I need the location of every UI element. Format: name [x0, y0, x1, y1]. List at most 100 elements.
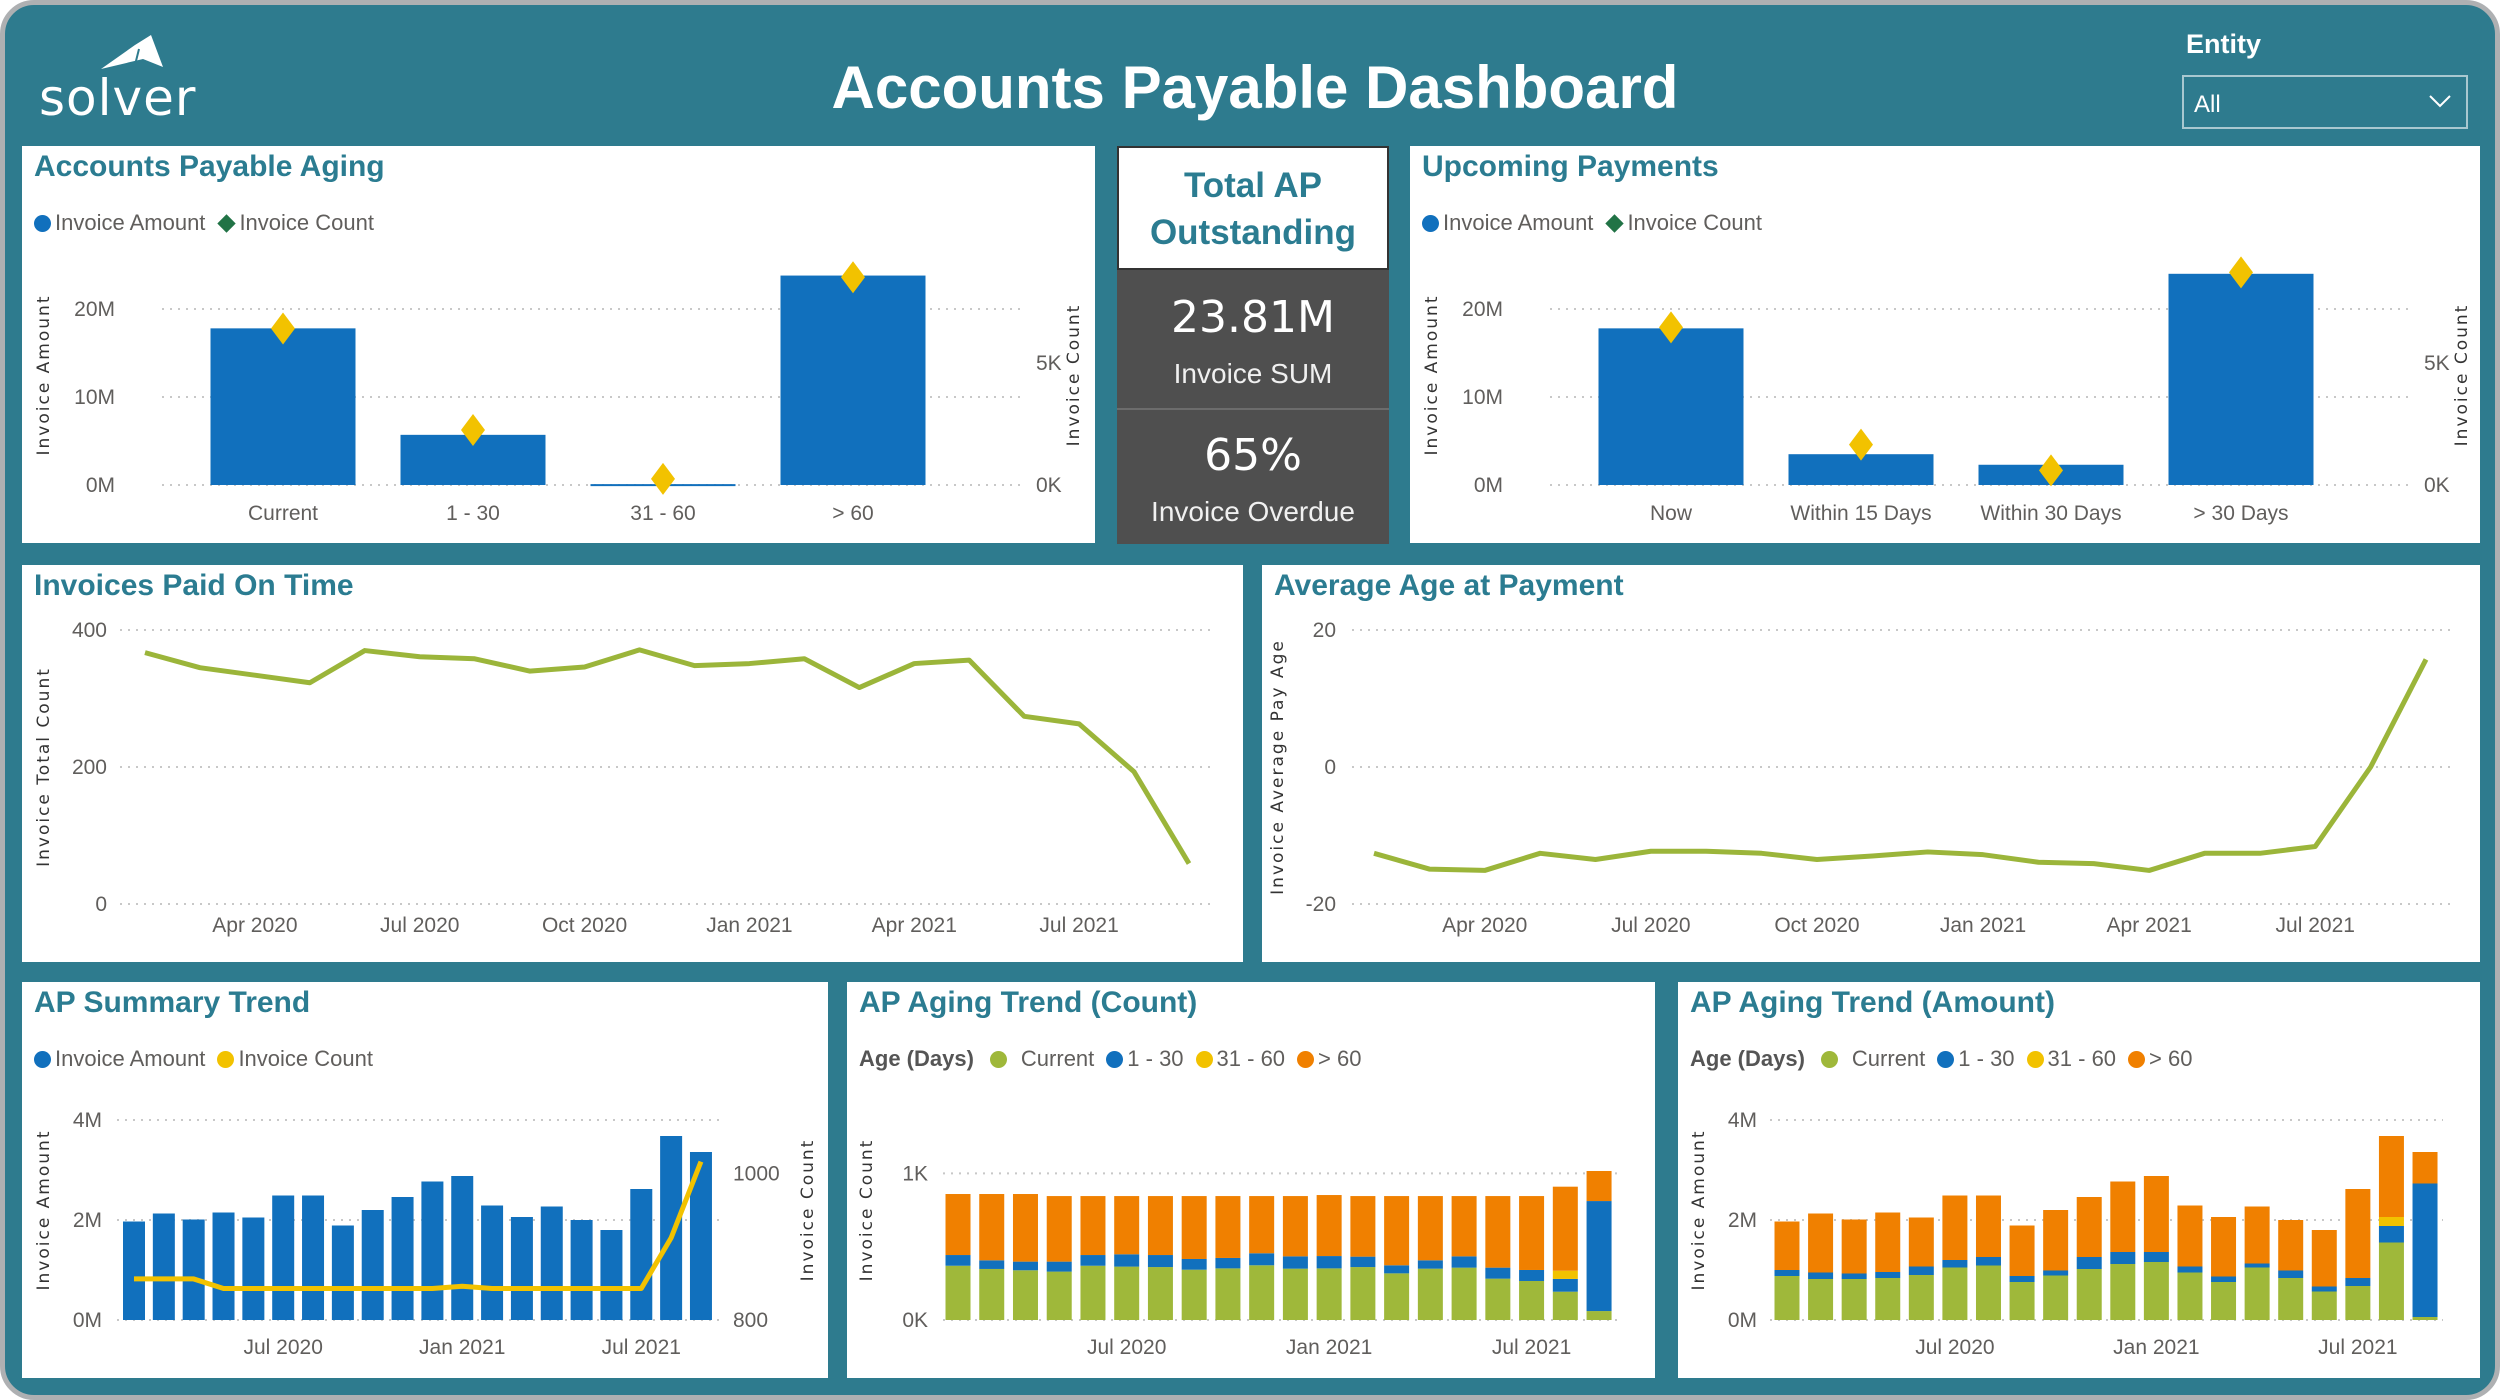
stack-segment-14-0	[1417, 1268, 1443, 1320]
stack-segment-8-0	[1215, 1268, 1241, 1320]
x-tick-label: Jul 2020	[1915, 1336, 1994, 1359]
stack-segment-4-3	[1908, 1217, 1934, 1267]
circle-marker-icon	[1195, 1050, 1213, 1068]
y-tick-label: 4M	[73, 1109, 102, 1132]
stack-segment-14-1	[2244, 1263, 2270, 1268]
bar-4	[242, 1217, 265, 1320]
sail-logo-icon	[101, 35, 163, 74]
invoice-count-line	[134, 1160, 704, 1291]
stack-segment-12-3	[2177, 1205, 2203, 1267]
legend-item-current[interactable]: Current	[1820, 1046, 1925, 1072]
stack-segment-9-3	[1249, 1196, 1275, 1254]
y-axis-title: Invoice Amount	[1689, 1130, 1709, 1291]
legend-item-invoice-count[interactable]: Invoice Count	[217, 210, 374, 236]
x-tick-label: Jan 2021	[1286, 1336, 1372, 1359]
circle-marker-icon	[1422, 214, 1439, 232]
stack-segment-10-3	[2110, 1181, 2136, 1252]
stack-segment-1-1	[1808, 1272, 1834, 1279]
legend-item-invoice-amount[interactable]: Invoice Amount	[34, 210, 205, 236]
stack-segment-13-0	[2211, 1282, 2237, 1320]
stack-segment-18-3	[2378, 1136, 2404, 1217]
legend-label: 1 - 30	[1958, 1046, 2015, 1071]
stack-segment-7-3	[1181, 1196, 1207, 1259]
x-tick-label: Jul 2020	[243, 1336, 322, 1359]
y-axis-title: Invoice Amount	[34, 1130, 54, 1291]
total-ap-outstanding-card: Total AP Outstanding 23.81M Invoice SUM …	[1117, 146, 1389, 544]
stack-segment-17-0	[2345, 1286, 2371, 1320]
circle-marker-icon	[2128, 1050, 2146, 1068]
y-tick-label: -20	[1306, 893, 1336, 916]
legend-item-invoice-count[interactable]: Invoice Count	[1605, 210, 1762, 236]
bar-9	[391, 1197, 414, 1320]
bar-1	[152, 1213, 175, 1320]
legend-item-invoice-amount[interactable]: Invoice Amount	[1422, 210, 1593, 236]
stack-segment-17-1	[1519, 1269, 1545, 1281]
invoice-sum-value: 23.81M	[1171, 292, 1335, 343]
stack-segment-19-0	[2412, 1317, 2438, 1320]
circle-marker-icon	[217, 1050, 235, 1068]
legend-item-31-60[interactable]: 31 - 60	[2026, 1046, 2116, 1072]
stack-segment-16-0	[2311, 1291, 2337, 1320]
y-tick-label: 0M	[86, 474, 115, 497]
y-tick-label: 0	[95, 893, 107, 916]
legend-label: Invoice Amount	[55, 1046, 206, 1071]
stack-segment-10-1	[1282, 1256, 1308, 1269]
stack-segment-11-0	[1316, 1268, 1342, 1320]
stack-segment-11-1	[1316, 1256, 1342, 1269]
panel-title: Accounts Payable Aging	[34, 150, 385, 183]
stack-segment-15-0	[1451, 1267, 1477, 1320]
invoice-sum-label: Invoice SUM	[1173, 358, 1333, 389]
x-tick-label: > 60	[832, 502, 873, 525]
entity-filter-label: Entity	[2186, 29, 2262, 59]
legend-item-invoice-count[interactable]: Invoice Count	[217, 1046, 373, 1072]
stack-segment-11-3	[2143, 1176, 2169, 1252]
count-marker-1	[461, 414, 485, 446]
legend-item-current[interactable]: Current	[989, 1046, 1094, 1072]
y-tick-label: 0M	[73, 1309, 102, 1332]
stack-segment-8-0	[2043, 1275, 2069, 1320]
y-tick-label: 4M	[1728, 1109, 1757, 1132]
ap-summary-trend-panel: AP Summary Trend Invoice Amount Invoice …	[22, 982, 828, 1378]
stack-segment-3-0	[1875, 1278, 1901, 1320]
stack-segment-4-1	[1908, 1266, 1934, 1275]
stack-segment-1-3	[979, 1194, 1005, 1261]
bar-0	[1598, 328, 1744, 485]
x-tick-label: Jul 2020	[380, 914, 459, 937]
y-tick-label: 10M	[74, 386, 115, 409]
stack-segment-7-3	[2009, 1225, 2035, 1276]
bar-15	[570, 1220, 593, 1320]
upcoming-payments-chart: 0M 10M 20M 0K 5K Invoice Amount Invoice Count N…	[1422, 256, 2472, 525]
legend-item-1-30[interactable]: 1 - 30	[1937, 1046, 2015, 1072]
circle-marker-icon	[1820, 1050, 1838, 1068]
stack-segment-4-1	[1080, 1255, 1106, 1266]
x-tick-label: Jul 2021	[2318, 1336, 2397, 1359]
y2-tick-label: 1000	[733, 1162, 780, 1185]
chart-legend: Invoice Amount Invoice Count	[34, 210, 386, 236]
x-tick-label: Oct 2020	[1774, 914, 1859, 937]
ap-aging-trend-count-panel: AP Aging Trend (Count) Age (Days) Curren…	[847, 982, 1655, 1378]
series-line	[144, 647, 1192, 865]
y2-tick-label: 5K	[2424, 352, 2450, 375]
invoices-paid-on-time-chart: 0 200 400 Invoice Total Count Apr 2020 Jul 20…	[34, 619, 1212, 937]
legend-item-31-60[interactable]: 31 - 60	[1195, 1046, 1286, 1072]
legend-item-over-60[interactable]: > 60	[1297, 1046, 1361, 1072]
bar-3	[780, 275, 926, 485]
x-tick-label: Jul 2021	[602, 1336, 681, 1359]
x-tick-label: Apr 2020	[212, 914, 297, 937]
stack-segment-17-1	[2345, 1278, 2371, 1286]
entity-dropdown[interactable]: All	[2182, 75, 2468, 129]
y-tick-label: 200	[72, 756, 107, 779]
y2-tick-label: 0K	[2424, 474, 2450, 497]
stack-segment-5-3	[1942, 1195, 1968, 1260]
y-tick-label: 1K	[902, 1162, 928, 1185]
legend-item-over-60[interactable]: > 60	[2128, 1046, 2192, 1072]
y-tick-label: 0M	[1474, 474, 1503, 497]
stack-segment-4-0	[1080, 1265, 1106, 1320]
legend-item-invoice-amount[interactable]: Invoice Amount	[34, 1046, 205, 1072]
legend-label: > 60	[2149, 1046, 2193, 1071]
legend-item-1-30[interactable]: 1 - 30	[1106, 1046, 1184, 1072]
bar-18	[660, 1136, 683, 1320]
x-tick-label: Jul 2020	[1611, 914, 1690, 937]
legend-label: 31 - 60	[1216, 1046, 1286, 1071]
stack-segment-0-3	[945, 1194, 971, 1256]
